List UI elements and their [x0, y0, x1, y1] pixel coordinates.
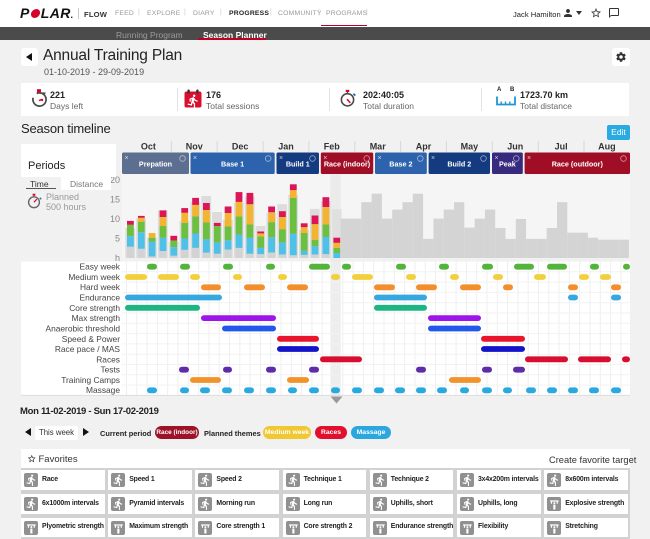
svg-text:×: × [494, 155, 498, 162]
svg-text:×: × [377, 155, 381, 162]
svg-text:Aug: Aug [598, 142, 616, 152]
svg-text:5: 5 [115, 234, 120, 244]
svg-text:Massage: Massage [86, 385, 120, 395]
svg-text:Build 1: Build 1 [286, 160, 310, 169]
svg-text:Base 2: Base 2 [389, 160, 412, 169]
svg-text:Apr: Apr [416, 142, 432, 152]
svg-text:Endurance: Endurance [79, 293, 120, 303]
svg-text:10: 10 [110, 214, 120, 224]
svg-text:Mar: Mar [370, 142, 387, 152]
svg-text:Race (outdoor): Race (outdoor) [552, 160, 604, 169]
svg-text:Easy week: Easy week [80, 262, 121, 272]
svg-text:Races: Races [96, 354, 120, 364]
svg-text:Peak: Peak [499, 160, 516, 169]
svg-text:Race pace / MAS: Race pace / MAS [55, 344, 121, 354]
svg-text:Jun: Jun [507, 142, 523, 152]
svg-text:Speed & Power: Speed & Power [62, 334, 120, 344]
svg-text:×: × [323, 155, 327, 162]
svg-text:×: × [279, 155, 283, 162]
svg-text:Tests: Tests [100, 365, 120, 375]
svg-text:Medium week: Medium week [68, 272, 120, 282]
svg-text:×: × [124, 155, 128, 162]
svg-text:Build 2: Build 2 [447, 160, 471, 169]
svg-text:Anaerobic threshold: Anaerobic threshold [46, 323, 121, 333]
svg-text:Jul: Jul [555, 142, 568, 152]
svg-text:Oct: Oct [141, 142, 156, 152]
svg-text:Jan: Jan [278, 142, 294, 152]
svg-text:Dec: Dec [232, 142, 249, 152]
svg-text:Feb: Feb [324, 142, 341, 152]
svg-text:h: h [115, 253, 120, 263]
svg-text:Core strength: Core strength [69, 303, 120, 313]
svg-text:Nov: Nov [186, 142, 203, 152]
svg-text:×: × [193, 155, 197, 162]
svg-text:Max strength: Max strength [72, 313, 121, 323]
svg-text:Prepation: Prepation [139, 160, 172, 169]
svg-text:May: May [461, 142, 479, 152]
svg-text:Race (indoor): Race (indoor) [324, 160, 371, 169]
svg-text:Hard week: Hard week [80, 282, 121, 292]
svg-text:×: × [431, 155, 435, 162]
svg-text:×: × [527, 155, 531, 162]
svg-text:Base 1: Base 1 [221, 160, 244, 169]
svg-text:Training Camps: Training Camps [61, 375, 120, 385]
svg-text:20: 20 [110, 175, 120, 185]
svg-text:15: 15 [110, 195, 120, 205]
